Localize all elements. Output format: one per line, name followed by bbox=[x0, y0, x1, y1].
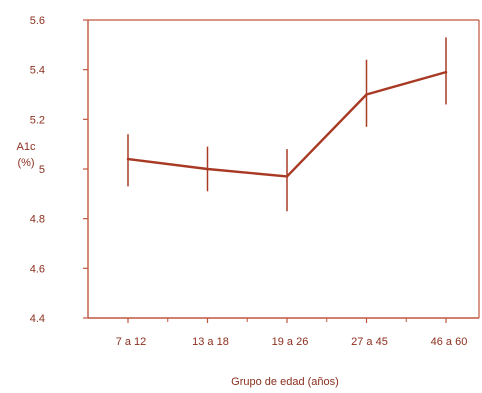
y-tick-label: 5.6 bbox=[30, 15, 45, 27]
x-axis-label: Grupo de edad (años) bbox=[231, 376, 339, 388]
data-point bbox=[444, 70, 448, 74]
data-point bbox=[285, 175, 289, 178]
y-tick-label: 4.4 bbox=[30, 313, 45, 325]
y-tick-label: 4.6 bbox=[30, 263, 45, 275]
y-axis-ticks: 4.4 4.6 4.8 5 5.2 5.4 5.6 bbox=[30, 15, 88, 325]
y-tick-label: 5 bbox=[39, 164, 45, 176]
error-bars bbox=[127, 37, 447, 212]
x-tick-label: 7 a 12 bbox=[116, 336, 147, 348]
y-tick-label: 5.4 bbox=[30, 65, 45, 77]
x-tick-label: 13 a 18 bbox=[192, 336, 229, 348]
x-tick-label: 46 a 60 bbox=[431, 336, 468, 348]
x-tick-label: 27 a 45 bbox=[351, 336, 388, 348]
x-axis-ticks: 7 a 12 13 a 18 19 a 26 27 a 45 46 a 60 bbox=[116, 318, 468, 348]
y-axis-label-line-2: (%) bbox=[17, 157, 34, 169]
series-line-group bbox=[126, 70, 448, 178]
y-axis-label-line-1: A1c bbox=[17, 141, 36, 153]
data-point bbox=[206, 167, 209, 171]
plot-frame bbox=[87, 19, 480, 319]
y-tick-label: 4.8 bbox=[30, 214, 45, 226]
x-tick-label: 19 a 26 bbox=[272, 336, 309, 348]
data-point bbox=[365, 93, 368, 96]
data-point bbox=[126, 157, 130, 161]
y-tick-label: 5.2 bbox=[30, 114, 45, 126]
